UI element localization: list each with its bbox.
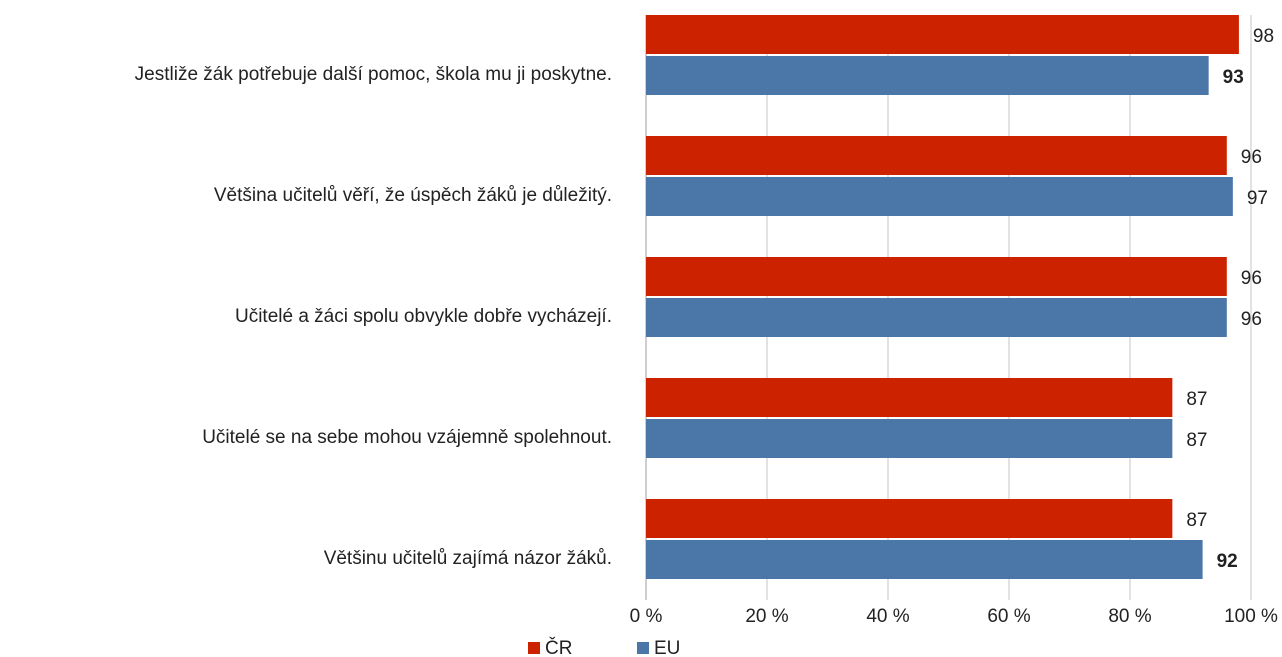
value-label: 96 [1241, 268, 1262, 289]
bar [646, 378, 1173, 417]
legend-label: EU [654, 638, 680, 657]
x-tick-label: 0 % [630, 606, 663, 627]
value-label: 96 [1241, 309, 1262, 330]
x-tick-label: 40 % [866, 606, 909, 627]
category-label: Jestliže žák potřebuje další pomoc, škol… [135, 64, 612, 85]
bar [646, 540, 1203, 579]
legend-label: ČR [545, 637, 572, 657]
bar [646, 419, 1173, 458]
bar [646, 257, 1227, 296]
bar [646, 56, 1209, 95]
x-tick-label: 80 % [1108, 606, 1151, 627]
category-label: Učitelé a žáci spolu obvykle dobře vychá… [235, 306, 612, 327]
bar [646, 136, 1227, 175]
value-label: 97 [1247, 188, 1268, 209]
value-label: 96 [1241, 147, 1262, 168]
category-label: Většinu učitelů zajímá názor žáků. [324, 548, 612, 569]
legend-swatch [637, 642, 649, 654]
bar [646, 499, 1173, 538]
value-label: 87 [1186, 510, 1207, 531]
bar [646, 177, 1233, 216]
x-tick-label: 20 % [745, 606, 788, 627]
value-label: 87 [1186, 389, 1207, 410]
value-label: 92 [1217, 551, 1238, 572]
value-label: 98 [1253, 26, 1274, 47]
x-tick-label: 60 % [987, 606, 1030, 627]
category-label: Učitelé se na sebe mohou vzájemně spoleh… [202, 427, 612, 448]
x-tick-label: 100 % [1224, 606, 1278, 627]
value-label: 87 [1186, 430, 1207, 451]
category-label: Většina učitelů věří, že úspěch žáků je … [214, 185, 612, 206]
bar [646, 298, 1227, 337]
legend-swatch [528, 642, 540, 654]
bar [646, 15, 1239, 54]
value-label: 93 [1223, 67, 1244, 88]
